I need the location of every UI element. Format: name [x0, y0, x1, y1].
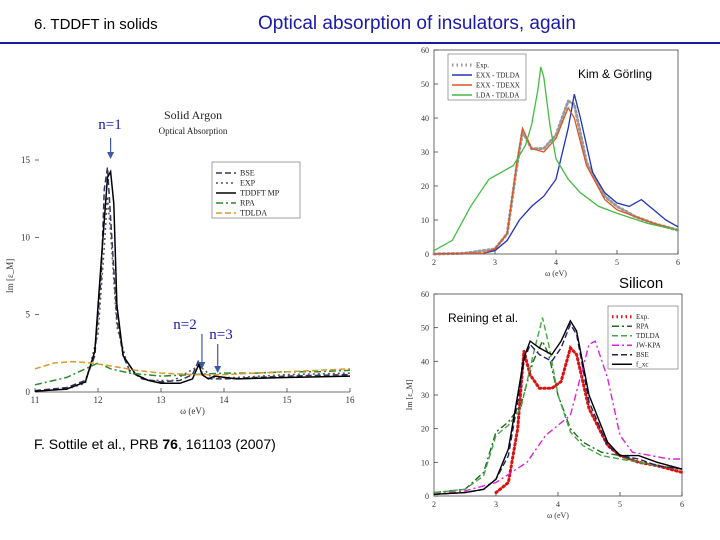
citation: F. Sottile et al., PRB 76, 161103 (2007) — [34, 436, 276, 452]
x-tick-label: 16 — [346, 395, 356, 405]
y-tick-label: 10 — [21, 232, 31, 242]
series-line-exp — [66, 196, 351, 390]
legend-label-exp: EXP — [240, 179, 256, 188]
legend-label-rpa: RPA — [240, 199, 255, 208]
y-tick-label: 20 — [421, 425, 429, 434]
series-line-tddft-mp — [34, 169, 351, 393]
y-tick-label: 50 — [421, 324, 429, 333]
annotation-n2: n=2 — [173, 317, 196, 333]
legend-label-jw-kpa: JW-KPA — [636, 342, 661, 350]
x-axis-label: ω (eV) — [545, 269, 567, 278]
peak-arrow-head — [214, 366, 222, 373]
y-tick-label: 60 — [421, 290, 429, 299]
peak-arrow-head — [107, 152, 115, 159]
legend-label-bse: BSE — [636, 351, 649, 359]
legend-label-f-xc: f_xc — [636, 361, 648, 369]
y-tick-label: 10 — [421, 216, 429, 225]
x-tick-label: 12 — [94, 395, 103, 405]
slide-title: Optical absorption of insulators, again — [258, 13, 576, 34]
y-tick-label: 50 — [421, 80, 429, 89]
series-line-tdlda — [433, 317, 683, 494]
x-tick-label: 3 — [494, 500, 498, 509]
citation-volume: 76 — [162, 436, 178, 452]
y-axis-label: Im [ε_M] — [5, 259, 15, 294]
legend-box — [211, 161, 301, 219]
legend-label-lda-tdlda: LDA - TDLDA — [476, 91, 519, 99]
x-tick-label: 15 — [283, 395, 293, 405]
y-axis-label: Im [ε_M] — [405, 379, 414, 410]
series-line-rpa — [433, 339, 683, 494]
y-tick-label: 60 — [421, 46, 429, 55]
legend-label-tdlda: TDLDA — [240, 209, 267, 218]
legend-box — [447, 53, 527, 101]
legend-label-bse: BSE — [240, 169, 255, 178]
x-tick-label: 14 — [220, 395, 230, 405]
title-underline — [0, 42, 720, 44]
y-tick-label: 5 — [26, 310, 31, 320]
chart-subtitle: Optical Absorption — [159, 126, 228, 136]
x-axis-label: ω (eV) — [180, 406, 205, 416]
y-tick-label: 20 — [421, 182, 429, 191]
legend-label-exx-tdexx: EXX - TDEXX — [476, 81, 520, 89]
x-tick-label: 6 — [680, 500, 684, 509]
y-tick-label: 0 — [26, 387, 31, 397]
series-line-tdlda — [34, 360, 351, 376]
series-line-lda-tdlda — [433, 66, 679, 252]
y-tick-label: 40 — [421, 357, 429, 366]
series-line-jw-kpa — [433, 340, 682, 495]
y-tick-label: 15 — [21, 155, 31, 165]
chart-title: Solid Argon — [164, 108, 222, 122]
legend-label-exp: Exp. — [636, 313, 649, 321]
series-line-exp — [494, 344, 684, 495]
x-tick-label: 2 — [432, 258, 436, 267]
annotation-n1: n=1 — [98, 117, 121, 133]
series-line-exx-tdlda — [433, 94, 679, 255]
y-tick-label: 0 — [425, 250, 429, 259]
x-tick-label: 5 — [618, 500, 622, 509]
annotation-reining: Reining et al. — [448, 311, 518, 325]
series-line-f-xc — [433, 319, 683, 495]
peak-arrow-head — [198, 362, 206, 369]
chart-title: Silicon — [619, 275, 663, 292]
section-label: 6. TDDFT in solids — [34, 16, 158, 33]
legend-box — [607, 305, 679, 370]
legend-label-tddft-mp: TDDFT MP — [240, 189, 280, 198]
x-tick-label: 6 — [676, 258, 680, 267]
legend-label-tdlda: TDLDA — [636, 332, 660, 340]
x-tick-label: 13 — [157, 395, 167, 405]
x-tick-label: 4 — [554, 258, 558, 267]
citation-prefix: F. Sottile et al., PRB — [34, 436, 163, 452]
y-tick-label: 30 — [421, 391, 429, 400]
x-tick-label: 2 — [432, 500, 436, 509]
legend-label-rpa: RPA — [636, 323, 649, 331]
annotation-n3: n=3 — [209, 327, 232, 343]
x-tick-label: 4 — [556, 500, 560, 509]
y-tick-label: 40 — [421, 114, 429, 123]
legend-label-exx-tdlda: EXX - TDLDA — [476, 71, 520, 79]
citation-rest: , 161103 (2007) — [177, 436, 276, 452]
x-tick-label: 3 — [493, 258, 497, 267]
y-tick-label: 0 — [425, 492, 429, 501]
argon-absorption-chart: 11 12 13 14 15 16 0 5 10 15 ω (eV) Im [ε_M] Solid Ar… — [5, 108, 356, 416]
legend-label-exp: Exp. — [476, 61, 489, 69]
annotation-kim-gorling: Kim & Görling — [578, 67, 652, 81]
y-tick-label: 30 — [421, 148, 429, 157]
x-tick-label: 11 — [31, 395, 40, 405]
x-tick-label: 5 — [615, 258, 619, 267]
y-tick-label: 10 — [421, 458, 429, 467]
series-line-bse — [34, 167, 351, 392]
x-axis-label: ω (eV) — [547, 511, 569, 520]
series-line-exx-tdexx — [433, 106, 679, 255]
